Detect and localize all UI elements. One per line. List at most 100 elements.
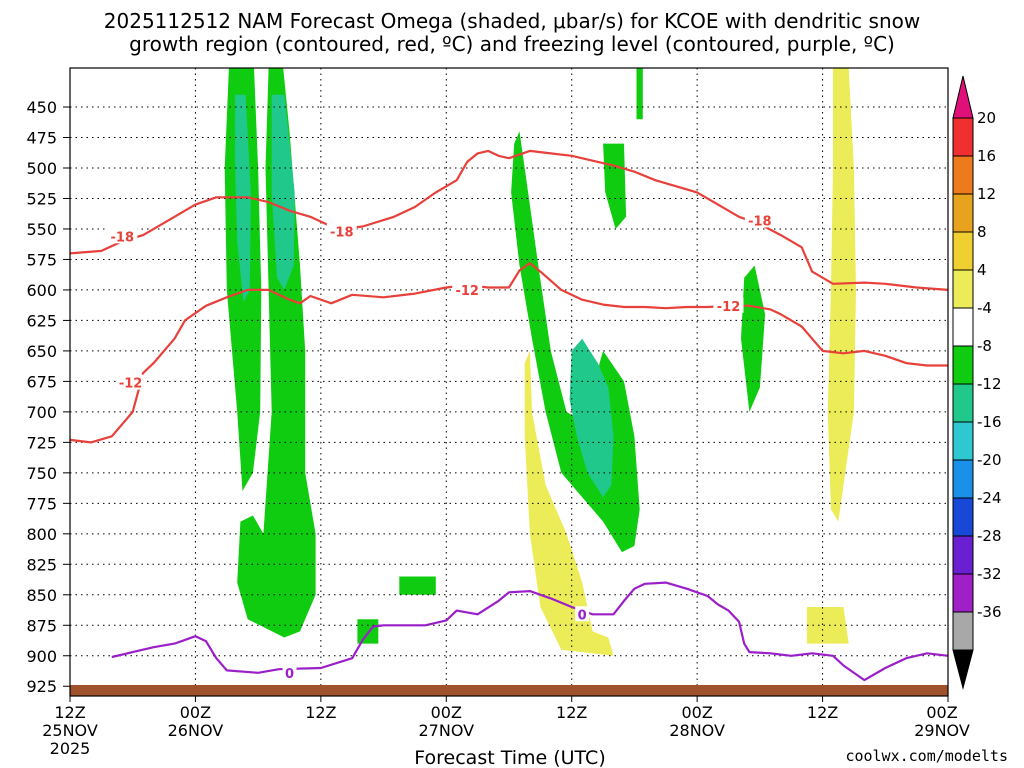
y-tick-label: 700	[26, 403, 57, 422]
omega-colorbar: 20 16 12 8 4 -4 -8 -12 -16 -20 -24 -28 -32 -36	[952, 75, 1002, 690]
y-tick-label: 650	[26, 342, 57, 361]
y-tick-label: 775	[26, 494, 57, 513]
contour-label: 0	[285, 667, 294, 682]
grid-lines	[70, 68, 948, 696]
y-tick-label: 825	[26, 555, 57, 574]
colorbar-label: -28	[977, 527, 1002, 545]
y-tick-label: 850	[26, 586, 57, 605]
omega-area-10	[399, 576, 436, 595]
x-tick-time: 00Z	[180, 703, 211, 722]
y-tick-label: 675	[26, 372, 57, 391]
x-tick-time: 12Z	[54, 703, 85, 722]
colorbar-bin	[952, 269, 974, 309]
colorbar-bin	[952, 611, 974, 651]
colorbar-label: -16	[977, 413, 1002, 431]
x-tick-time: 00Z	[926, 703, 957, 722]
terrain-surface	[70, 685, 948, 696]
y-tick-label: 725	[26, 433, 57, 452]
y-tick-label: 600	[26, 281, 57, 300]
colorbar-bin	[952, 193, 974, 233]
contour-label: -18	[111, 230, 135, 245]
colorbar-label: 20	[977, 109, 996, 127]
colorbar-bin	[952, 459, 974, 499]
colorbar-label: 12	[977, 185, 996, 203]
colorbar-bin	[952, 307, 974, 347]
chart-title-line-1: 2025112512 NAM Forecast Omega (shaded, μ…	[104, 9, 920, 33]
colorbar-label: -4	[977, 299, 992, 317]
colorbar-top-arrow	[952, 75, 974, 119]
colorbar-label: 16	[977, 147, 996, 165]
contour-label-bg	[713, 297, 744, 313]
x-tick-date: 27NOV	[418, 721, 474, 740]
contour-label-bg	[575, 606, 590, 622]
colorbar-label: -36	[977, 603, 1002, 621]
y-tick-label: 550	[26, 220, 57, 239]
omega-area-9	[357, 619, 379, 644]
contour-label-bg	[115, 374, 146, 390]
x-tick-year: 2025	[50, 739, 91, 758]
colorbar-bin	[952, 383, 974, 423]
contour-label: -12	[717, 300, 741, 315]
x-tick-time: 00Z	[431, 703, 462, 722]
y-tick-label: 475	[26, 129, 57, 148]
omega-area-5	[569, 338, 614, 498]
x-tick-date: 25NOV	[42, 721, 98, 740]
y-tick-label: 925	[26, 677, 57, 696]
y-tick-label: 625	[26, 311, 57, 330]
omega-area-3	[271, 94, 295, 290]
omega-area-12	[827, 68, 856, 522]
x-tick-date: 28NOV	[669, 721, 725, 740]
y-tick-label: 800	[26, 525, 57, 544]
contour-label: -18	[330, 225, 354, 240]
contour-label-bg	[326, 223, 357, 239]
y-tick-label: 875	[26, 616, 57, 635]
colorbar-label: -32	[977, 565, 1002, 583]
x-tick-time: 12Z	[305, 703, 336, 722]
colorbar-bin	[952, 535, 974, 575]
credit-text: coolwx.com/modelts	[845, 747, 1008, 765]
colorbar-bin	[952, 231, 974, 271]
x-tick-date: 29NOV	[914, 721, 970, 740]
freezing-level-contour	[111, 581, 949, 682]
y-tick-label: 750	[26, 464, 57, 483]
plot-frame	[69, 67, 949, 697]
omega-area-2	[235, 94, 251, 303]
y-tick-label: 525	[26, 189, 57, 208]
contour-label: 0	[578, 608, 587, 623]
y-tick-label: 450	[26, 98, 57, 117]
x-axis-title: Forecast Time (UTC)	[414, 747, 605, 768]
x-tick-time: 12Z	[807, 703, 838, 722]
contour-label-bg	[452, 281, 483, 297]
colorbar-label: -24	[977, 489, 1002, 507]
omega-area-11	[524, 350, 614, 656]
y-tick-label: 900	[26, 647, 57, 666]
contour-labels: -18 -18 -18 -12 -12 -12 0 0	[107, 212, 775, 682]
plot-background	[70, 68, 948, 696]
omega-area-6	[741, 265, 766, 412]
colorbar-bin	[952, 497, 974, 537]
omega-area-7	[636, 68, 643, 120]
contour-layer	[69, 149, 949, 682]
colorbar-label: -8	[977, 337, 992, 355]
colorbar-bin	[952, 117, 974, 157]
x-tick-time: 12Z	[556, 703, 587, 722]
y-tick-label: 500	[26, 159, 57, 178]
colorbar-bottom-arrow	[952, 649, 974, 690]
colorbar-bin	[952, 345, 974, 385]
colorbar-bin	[952, 421, 974, 461]
plot-area: -18 -18 -18 -12 -12 -12 0 0	[69, 67, 949, 697]
y-tick-label: 575	[26, 250, 57, 269]
chart-title-line-2: growth region (contoured, red, ºC) and f…	[129, 32, 895, 56]
x-tick-time: 00Z	[681, 703, 712, 722]
colorbar-bin	[952, 573, 974, 613]
colorbar-label: 4	[977, 261, 987, 279]
colorbar-label: -12	[977, 375, 1002, 393]
dgz-contour-minus18	[69, 149, 949, 291]
colorbar-label: 8	[977, 223, 987, 241]
contour-label: -12	[119, 377, 143, 392]
y-axis-pressure: 450 475 500 525 550 575 600 625 650 675 700 725 750 7…	[26, 98, 70, 696]
omega-area-1	[237, 68, 316, 638]
dgz-contour-minus12	[69, 262, 948, 444]
